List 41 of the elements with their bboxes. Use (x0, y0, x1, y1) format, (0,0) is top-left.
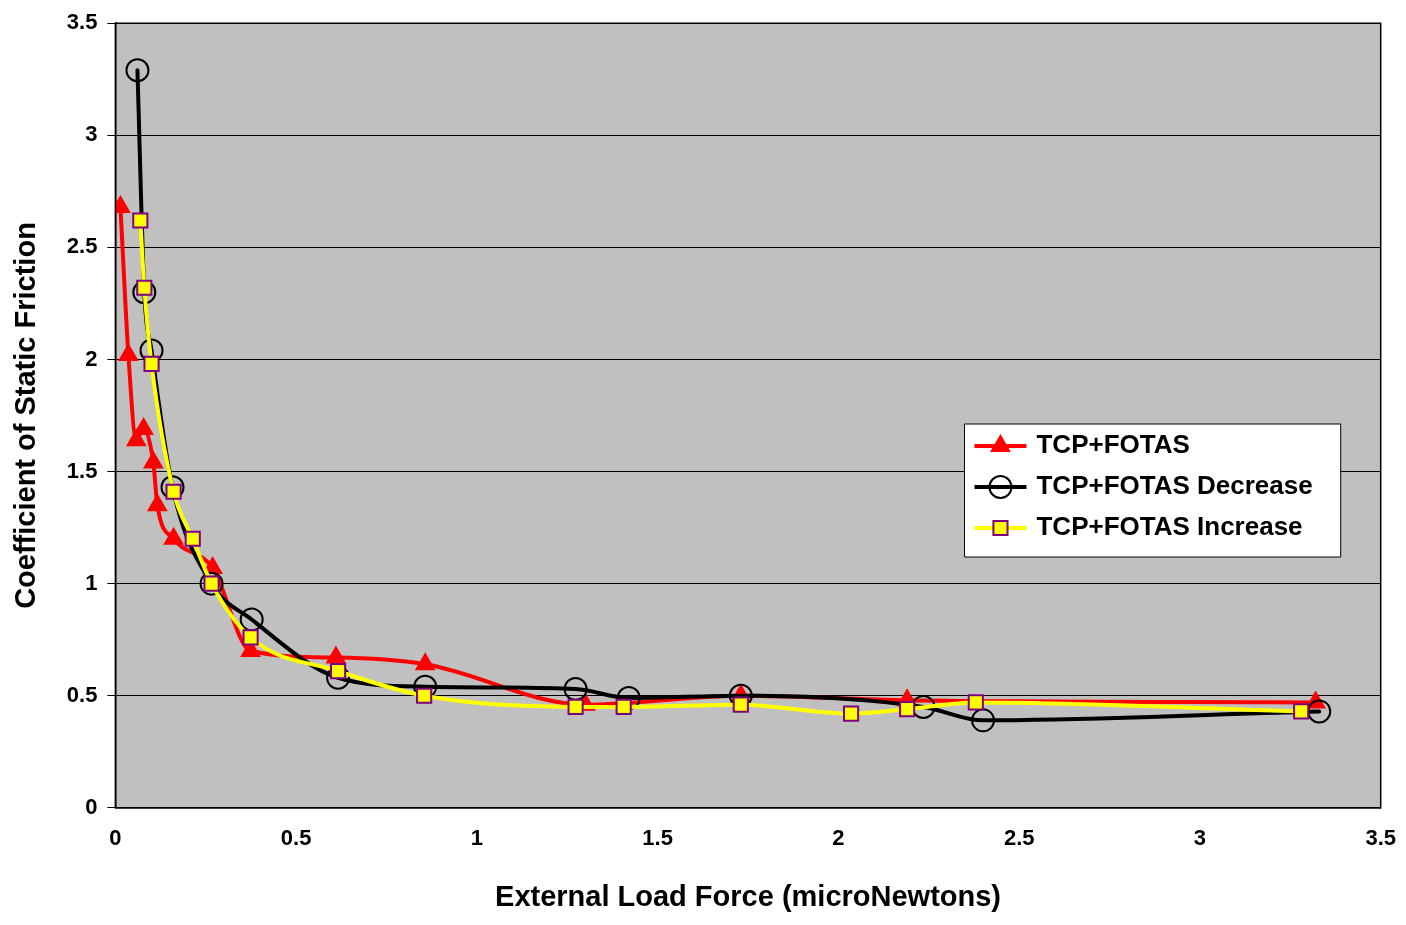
legend-label: TCP+FOTAS Decrease (1036, 470, 1313, 501)
point (567, 698, 584, 715)
legend-label: TCP+FOTAS (1036, 429, 1190, 460)
y-tick-label: 1.5 (66, 457, 98, 483)
point (132, 280, 157, 305)
x-tick-label: 0 (109, 825, 122, 851)
point (971, 708, 996, 733)
point (132, 212, 149, 229)
y-axis-title: Coefficient of Static Friction (9, 222, 42, 609)
point (967, 694, 984, 711)
x-tick-label: 3.5 (1365, 825, 1397, 851)
point (160, 475, 185, 500)
point (184, 530, 201, 547)
legend-label: TCP+FOTAS Increase (1036, 511, 1303, 542)
point (125, 58, 150, 83)
x-tick-label: 0.5 (280, 825, 312, 851)
point (563, 676, 588, 701)
point (843, 705, 860, 722)
y-tick-label: 3 (85, 121, 98, 147)
point (242, 629, 259, 646)
x-tick-label: 2.5 (1003, 825, 1035, 851)
point (147, 494, 167, 512)
x-tick-label: 2 (832, 825, 845, 851)
x-tick-label: 1 (470, 825, 484, 851)
point (899, 701, 916, 718)
y-tick-label: 2 (85, 345, 98, 371)
point (143, 355, 160, 373)
point (1293, 703, 1310, 720)
point (911, 694, 936, 719)
y-tick-label: 0.5 (66, 681, 98, 707)
y-tick-label: 3.5 (66, 9, 98, 35)
point (239, 607, 264, 632)
y-tick-label: 2.5 (66, 233, 98, 259)
y-tick-label: 1 (85, 569, 98, 595)
y-tick-label: 0 (85, 793, 98, 819)
x-tick-label: 1.5 (642, 825, 673, 851)
point (416, 687, 433, 704)
x-axis-title: External Load Force (microNewtons) (495, 879, 1002, 912)
point (732, 696, 749, 713)
x-tick-label: 3 (1193, 825, 1207, 851)
point (1307, 699, 1332, 724)
